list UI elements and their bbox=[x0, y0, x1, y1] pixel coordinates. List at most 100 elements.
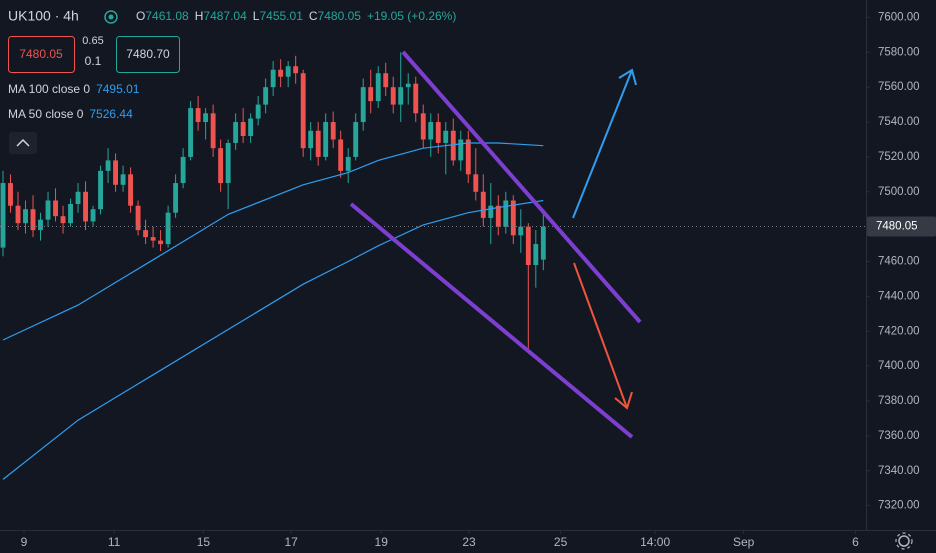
legend: MA 100 close 0 7495.01 MA 50 close 0 7526.4… bbox=[8, 82, 140, 121]
candle-body bbox=[75, 191, 81, 204]
candle-body bbox=[68, 203, 73, 224]
buy-price: 7480.70 bbox=[126, 47, 170, 61]
candle-body bbox=[503, 200, 509, 227]
candle-body bbox=[518, 226, 524, 236]
ohlc-change: +19.05 (+0.26%) bbox=[367, 9, 456, 23]
legend-entry: MA 100 close 0 7495.01 bbox=[8, 82, 140, 96]
ohlc-value: 7487.04 bbox=[203, 9, 247, 23]
y-tick-label: 7460.00 bbox=[878, 256, 920, 268]
quantity-box[interactable] bbox=[80, 51, 107, 72]
candle-body bbox=[203, 113, 209, 123]
candle-body bbox=[248, 118, 254, 136]
x-tick-label: 9 bbox=[21, 535, 28, 549]
candle-body bbox=[263, 87, 269, 105]
y-tick-label: 7320.00 bbox=[878, 500, 920, 512]
collapse-icon bbox=[16, 138, 30, 147]
gear-ring bbox=[898, 535, 910, 547]
x-tick-label: 6 bbox=[852, 535, 859, 549]
buy-button[interactable] bbox=[116, 36, 180, 73]
candle-body bbox=[428, 122, 434, 140]
legend-name: MA 50 close 0 bbox=[8, 107, 84, 121]
x-tick-label: 25 bbox=[554, 535, 568, 549]
candle-body bbox=[113, 160, 119, 185]
y-tick-label: 7520.00 bbox=[878, 151, 920, 163]
x-tick-label: 15 bbox=[197, 535, 211, 549]
candle-body bbox=[188, 108, 194, 157]
candle-body bbox=[420, 113, 426, 140]
candle-body bbox=[90, 209, 96, 222]
y-tick-label: 7380.00 bbox=[878, 395, 920, 407]
sell-button[interactable] bbox=[8, 36, 75, 73]
y-tick-label: 7500.00 bbox=[878, 186, 920, 198]
candle-body bbox=[8, 183, 13, 206]
candle-body bbox=[120, 174, 126, 185]
channel-upper bbox=[401, 50, 642, 324]
candle-body bbox=[255, 104, 261, 119]
current-price-label: 7480.05 bbox=[876, 221, 918, 233]
spread: 0.65 bbox=[82, 35, 103, 47]
candle-body bbox=[60, 216, 66, 224]
ohlc-value: 7480.05 bbox=[318, 9, 362, 23]
candle-body bbox=[390, 87, 396, 105]
candle-body bbox=[315, 130, 321, 157]
candle-body bbox=[480, 191, 486, 218]
candle-body bbox=[488, 205, 494, 218]
candle-body bbox=[360, 87, 366, 123]
candle-body bbox=[330, 122, 336, 140]
up-arrow bbox=[572, 69, 633, 219]
candle-body bbox=[240, 122, 246, 136]
ohlc-key: O bbox=[136, 9, 145, 23]
gear-teeth bbox=[895, 532, 913, 550]
candle-body bbox=[173, 183, 179, 213]
candle-body bbox=[435, 122, 441, 143]
candle-body bbox=[278, 69, 284, 77]
ohlc-key: H bbox=[195, 9, 204, 23]
legend-value: 7526.44 bbox=[89, 107, 133, 121]
ma-line bbox=[2, 199, 544, 480]
candle-body bbox=[465, 139, 471, 175]
candle-body bbox=[473, 174, 479, 192]
candle-body bbox=[338, 139, 344, 171]
ma-line bbox=[2, 142, 544, 341]
candle-body bbox=[45, 200, 51, 220]
plot-area bbox=[0, 52, 866, 480]
x-tick-label: 19 bbox=[375, 535, 389, 549]
candle-body bbox=[540, 226, 546, 260]
status-dot bbox=[108, 14, 114, 20]
candle-body bbox=[368, 87, 374, 102]
ohlc-key: C bbox=[309, 9, 318, 23]
candle-body bbox=[308, 130, 314, 149]
candle-body bbox=[135, 205, 141, 231]
axes: 7320.00 7340.00 7360.00 7380.00 7400.00 7420.… bbox=[21, 11, 936, 549]
candle-body bbox=[158, 240, 164, 245]
candle-body bbox=[375, 73, 381, 102]
candle-body bbox=[0, 183, 6, 248]
quantity: 0.1 bbox=[85, 54, 102, 68]
candle-body bbox=[98, 170, 103, 210]
legend-name: MA 100 close 0 bbox=[8, 82, 90, 96]
y-tick-label: 7560.00 bbox=[878, 81, 920, 93]
channel-lower bbox=[349, 202, 634, 439]
settings-icon[interactable] bbox=[895, 532, 913, 550]
y-tick-label: 7360.00 bbox=[878, 430, 920, 442]
candle-body bbox=[165, 212, 171, 245]
drawings bbox=[349, 50, 642, 439]
x-tick-label: 14:00 bbox=[640, 535, 670, 549]
candle-body bbox=[53, 200, 58, 217]
y-tick-label: 7440.00 bbox=[878, 290, 920, 302]
candle-body bbox=[225, 142, 231, 184]
legend-entry: MA 50 close 0 7526.44 bbox=[8, 107, 133, 121]
candle-body bbox=[23, 209, 28, 224]
candle-body bbox=[405, 83, 411, 88]
x-tick-label: 23 bbox=[462, 535, 476, 549]
status-icon[interactable] bbox=[104, 10, 118, 24]
ohlc-value: 7461.08 bbox=[145, 9, 189, 23]
y-tick-label: 7400.00 bbox=[878, 360, 920, 372]
candle-body bbox=[450, 130, 456, 161]
collapse-button[interactable] bbox=[9, 132, 37, 154]
candle-body bbox=[353, 122, 359, 157]
candle-body bbox=[443, 130, 449, 143]
legend-value: 7495.01 bbox=[96, 82, 140, 96]
